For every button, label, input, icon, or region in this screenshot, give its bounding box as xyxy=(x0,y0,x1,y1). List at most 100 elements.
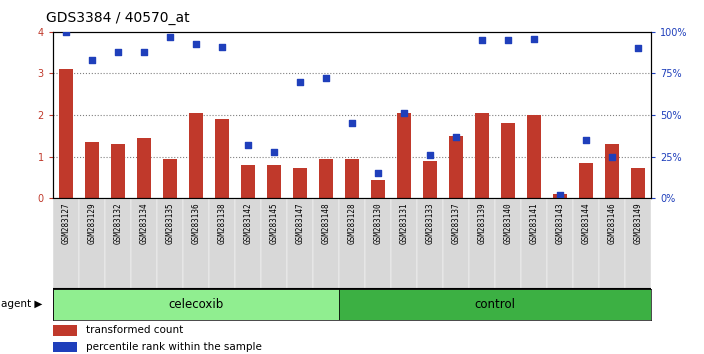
Bar xyxy=(189,113,203,198)
Bar xyxy=(521,198,547,289)
Text: GSM283131: GSM283131 xyxy=(400,203,408,244)
Bar xyxy=(397,113,411,198)
Bar xyxy=(391,198,417,289)
Bar xyxy=(417,198,443,289)
Bar xyxy=(469,198,495,289)
Text: GSM283145: GSM283145 xyxy=(270,203,279,244)
Bar xyxy=(84,142,99,198)
Point xyxy=(164,34,175,40)
Text: GSM283142: GSM283142 xyxy=(244,203,253,244)
Text: GSM283148: GSM283148 xyxy=(322,203,330,244)
Bar xyxy=(553,194,567,198)
Bar xyxy=(631,168,646,198)
Bar xyxy=(183,198,209,289)
Bar xyxy=(267,165,281,198)
Text: celecoxib: celecoxib xyxy=(168,298,224,311)
Point xyxy=(451,134,462,139)
Text: GSM283135: GSM283135 xyxy=(165,203,175,244)
Bar xyxy=(79,198,105,289)
Bar xyxy=(449,136,463,198)
Bar xyxy=(319,159,333,198)
Text: percentile rank within the sample: percentile rank within the sample xyxy=(86,342,262,352)
Bar xyxy=(53,289,339,320)
Bar xyxy=(495,198,521,289)
Point xyxy=(372,171,384,176)
Bar xyxy=(235,198,261,289)
Bar xyxy=(58,69,73,198)
Point xyxy=(294,79,306,85)
Text: control: control xyxy=(474,298,515,311)
Point xyxy=(112,49,123,55)
Bar xyxy=(111,144,125,198)
Bar xyxy=(241,165,255,198)
Bar xyxy=(215,119,229,198)
Text: agent ▶: agent ▶ xyxy=(1,299,43,309)
Text: GSM283132: GSM283132 xyxy=(113,203,122,244)
Text: GSM283149: GSM283149 xyxy=(634,203,643,244)
Bar xyxy=(157,198,183,289)
Bar xyxy=(423,161,437,198)
Bar xyxy=(345,159,359,198)
Bar xyxy=(339,289,651,320)
Text: GSM283139: GSM283139 xyxy=(477,203,486,244)
Text: GSM283133: GSM283133 xyxy=(425,203,434,244)
Text: GSM283130: GSM283130 xyxy=(374,203,382,244)
Point xyxy=(60,29,71,35)
Bar xyxy=(131,198,157,289)
Bar xyxy=(605,144,620,198)
Bar xyxy=(339,198,365,289)
Point xyxy=(555,192,566,198)
Text: GSM283128: GSM283128 xyxy=(348,203,356,244)
Bar xyxy=(365,198,391,289)
Bar xyxy=(625,198,651,289)
Point xyxy=(633,46,644,51)
Bar xyxy=(579,163,593,198)
Bar xyxy=(293,168,307,198)
Bar xyxy=(599,198,625,289)
Text: GSM283147: GSM283147 xyxy=(296,203,304,244)
Bar xyxy=(163,159,177,198)
Point xyxy=(529,36,540,41)
Point xyxy=(346,120,358,126)
Bar xyxy=(53,342,77,352)
Bar xyxy=(443,198,469,289)
Text: GSM283138: GSM283138 xyxy=(218,203,227,244)
Bar xyxy=(313,198,339,289)
Bar xyxy=(105,198,131,289)
Point xyxy=(581,137,592,143)
Point xyxy=(607,154,618,159)
Bar xyxy=(53,198,79,289)
Point xyxy=(425,152,436,158)
Bar xyxy=(209,198,235,289)
Text: GSM283134: GSM283134 xyxy=(139,203,149,244)
Text: GSM283143: GSM283143 xyxy=(555,203,565,244)
Text: GSM283137: GSM283137 xyxy=(451,203,460,244)
Text: GSM283141: GSM283141 xyxy=(529,203,539,244)
Point xyxy=(216,44,227,50)
Point xyxy=(503,37,514,43)
Bar xyxy=(475,113,489,198)
Bar xyxy=(371,179,385,198)
Point xyxy=(86,57,97,63)
Point xyxy=(398,110,410,116)
Point xyxy=(268,149,279,154)
Point xyxy=(190,41,201,46)
Point xyxy=(477,37,488,43)
Text: GSM283129: GSM283129 xyxy=(87,203,96,244)
Point xyxy=(242,142,253,148)
Bar xyxy=(573,198,599,289)
Text: GDS3384 / 40570_at: GDS3384 / 40570_at xyxy=(46,11,189,25)
Text: transformed count: transformed count xyxy=(86,325,183,336)
Bar xyxy=(287,198,313,289)
Bar xyxy=(261,198,287,289)
Text: GSM283127: GSM283127 xyxy=(61,203,70,244)
Text: GSM283136: GSM283136 xyxy=(191,203,201,244)
Bar xyxy=(53,325,77,336)
Bar xyxy=(501,124,515,198)
Text: GSM283144: GSM283144 xyxy=(582,203,591,244)
Bar xyxy=(547,198,573,289)
Point xyxy=(320,76,332,81)
Point xyxy=(138,49,149,55)
Bar xyxy=(137,138,151,198)
Bar xyxy=(527,115,541,198)
